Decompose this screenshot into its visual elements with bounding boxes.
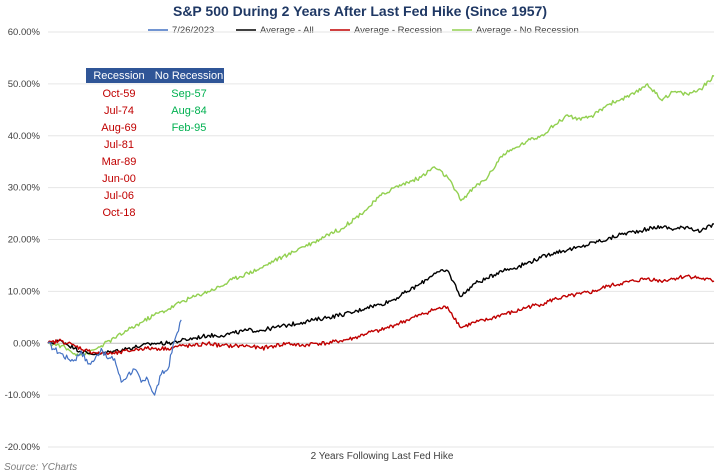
recession-table: Recession No Recession Oct-59 Jul-74 Aug-69 J…	[86, 68, 224, 219]
y-tick-labels: 60.00% 50.00% 40.00% 30.00% 20.00% 10.00% 0.00…	[5, 27, 41, 453]
y-tick-label: 60.00%	[8, 27, 41, 38]
table-cell-recession: Jul-06	[104, 190, 134, 202]
table-header-recession: Recession	[93, 70, 144, 82]
series-line-0	[47, 319, 182, 396]
y-tick-label: 40.00%	[8, 131, 41, 142]
table-cell-no-recession: Feb-95	[172, 122, 207, 134]
table-cell-recession: Oct-59	[102, 88, 135, 100]
table-cell-no-recession: Aug-84	[171, 105, 206, 117]
y-tick-label: 0.00%	[13, 338, 40, 349]
y-gridlines	[48, 31, 714, 448]
table-cell-recession: Jul-81	[104, 139, 134, 151]
legend: 7/26/2023 Average - All Average - Recessio…	[148, 25, 579, 36]
table-cell-recession: Aug-69	[101, 122, 136, 134]
legend-entry: Average - No Recession	[476, 25, 579, 36]
table-cell-recession: Oct-18	[102, 207, 135, 219]
legend-entry: Average - All	[260, 25, 314, 36]
legend-entry: 7/26/2023	[172, 25, 214, 36]
table-cell-recession: Jul-74	[104, 105, 134, 117]
y-tick-label: 30.00%	[8, 183, 41, 194]
chart-title: S&P 500 During 2 Years After Last Fed Hi…	[173, 3, 547, 19]
series-line-1	[47, 223, 714, 356]
y-tick-label: -20.00%	[5, 442, 41, 453]
source-note: Source: YCharts	[4, 462, 77, 473]
series-line-3	[47, 74, 715, 357]
table-cell-recession: Mar-89	[102, 156, 137, 168]
table-cell-recession: Jun-00	[102, 173, 136, 185]
series-line-2	[47, 274, 715, 356]
x-axis-label: 2 Years Following Last Fed Hike	[311, 451, 454, 462]
table-header-no-recession: No Recession	[155, 70, 223, 82]
table-header-bar	[86, 68, 224, 83]
y-tick-label: 20.00%	[8, 235, 41, 246]
series-lines	[47, 74, 715, 396]
table-cell-no-recession: Sep-57	[171, 88, 206, 100]
legend-entry: Average - Recession	[354, 25, 442, 36]
y-tick-label: 50.00%	[8, 79, 41, 90]
y-tick-label: 10.00%	[8, 286, 41, 297]
y-tick-label: -10.00%	[5, 390, 41, 401]
